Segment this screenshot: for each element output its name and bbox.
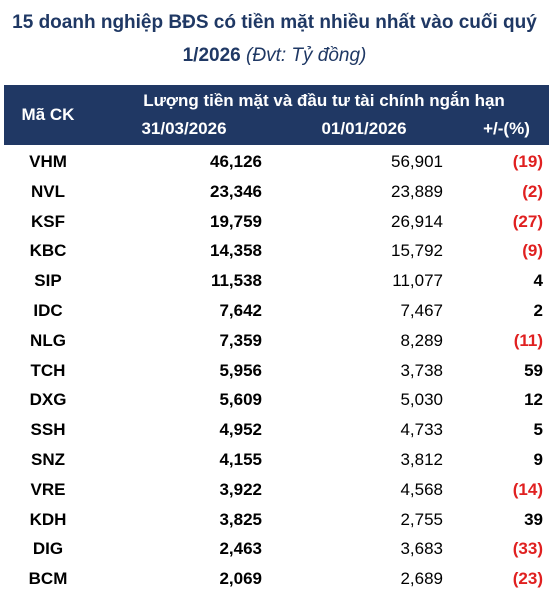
- cell-code: SNZ: [31, 450, 65, 469]
- title-text: 15 doanh nghiệp BĐS có tiền mặt nhiều nh…: [12, 12, 537, 66]
- cell-cash-q1: 3,825: [219, 509, 262, 529]
- col-code: Mã CK: [21, 105, 75, 124]
- cell-cash-start: 3,738: [400, 360, 443, 380]
- cell-change: (2): [522, 181, 543, 201]
- cell-change: (27): [512, 211, 543, 231]
- cell-cash-q1: 7,359: [219, 330, 262, 350]
- cell-cash-start: 2,689: [400, 569, 443, 589]
- cell-cash-start: 4,733: [400, 420, 443, 440]
- cell-change: (19): [512, 152, 543, 171]
- cell-code: IDC: [33, 301, 63, 320]
- cell-code: TCH: [30, 360, 66, 380]
- cell-cash-start: 11,077: [392, 271, 443, 291]
- cell-code: SSH: [30, 420, 66, 440]
- cell-change: (23): [512, 569, 543, 589]
- cell-cash-start: 26,914: [391, 211, 443, 231]
- cell-cash-q1: 3,922: [219, 479, 262, 499]
- cell-code: KSF: [31, 211, 65, 231]
- unit: (Đvt: Tỷ đồng): [246, 45, 367, 66]
- cell-code: SIP: [34, 271, 62, 291]
- cell-code: DXG: [29, 390, 67, 410]
- table-header: Mã CK Lượng tiền mặt và đầu tư tài chính…: [4, 85, 549, 145]
- cell-cash-start: 56,901: [391, 152, 443, 171]
- cell-cash-start: 3,812: [400, 450, 443, 469]
- cell-change: (9): [522, 241, 543, 261]
- cell-code: VRE: [30, 479, 66, 499]
- col-group: Lượng tiền mặt và đầu tư tài chính ngắn …: [143, 91, 505, 110]
- cell-cash-q1: 2,463: [219, 539, 262, 559]
- cell-change: 9: [533, 450, 543, 469]
- col-date1: 31/03/2026: [141, 119, 227, 138]
- cell-change: (14): [512, 479, 543, 499]
- cell-code: NVL: [31, 181, 65, 201]
- cell-change: 39: [524, 509, 543, 529]
- cell-cash-q1: 19,759: [210, 211, 262, 231]
- cell-change: 2: [533, 301, 543, 320]
- cell-cash-start: 4,568: [400, 479, 443, 499]
- cell-code: VHM: [29, 152, 67, 171]
- cell-code: NLG: [30, 330, 66, 350]
- cell-code: DIG: [32, 539, 64, 559]
- col-change: +/-(%): [483, 119, 530, 138]
- title: 15 doanh nghiệp BĐS có tiền mặt nhiều nh…: [0, 6, 549, 72]
- cell-change: 4: [533, 271, 543, 291]
- cell-cash-q1: 11,538: [210, 271, 262, 291]
- cell-cash-q1: 2,069: [219, 569, 262, 589]
- cell-cash-start: 23,889: [391, 181, 443, 201]
- cell-cash-start: 8,289: [400, 330, 443, 350]
- cell-cash-q1: 4,952: [219, 420, 262, 440]
- cell-cash-q1: 5,956: [219, 360, 262, 380]
- cell-cash-q1: 5,609: [219, 390, 262, 410]
- cell-code: KBC: [29, 241, 67, 261]
- cell-change: (11): [513, 330, 543, 350]
- cell-cash-start: 2,755: [400, 509, 443, 529]
- cell-change: 12: [524, 390, 543, 410]
- cell-code: KDH: [29, 509, 67, 529]
- cell-cash-start: 15,792: [391, 241, 443, 261]
- cell-change: 5: [533, 420, 543, 440]
- cell-change: 59: [524, 360, 543, 380]
- cell-cash-start: 3,683: [400, 539, 443, 559]
- cell-code: BCM: [28, 569, 68, 589]
- cell-cash-start: 7,467: [400, 301, 443, 320]
- cell-cash-start: 5,030: [400, 390, 443, 410]
- cell-cash-q1: 4,155: [219, 450, 262, 469]
- cell-cash-q1: 7,642: [219, 301, 262, 320]
- cell-cash-q1: 14,358: [210, 241, 262, 261]
- cell-change: (33): [512, 539, 543, 559]
- cell-cash-q1: 46,126: [210, 152, 262, 171]
- col-date2: 01/01/2026: [321, 119, 407, 138]
- cell-cash-q1: 23,346: [210, 181, 262, 201]
